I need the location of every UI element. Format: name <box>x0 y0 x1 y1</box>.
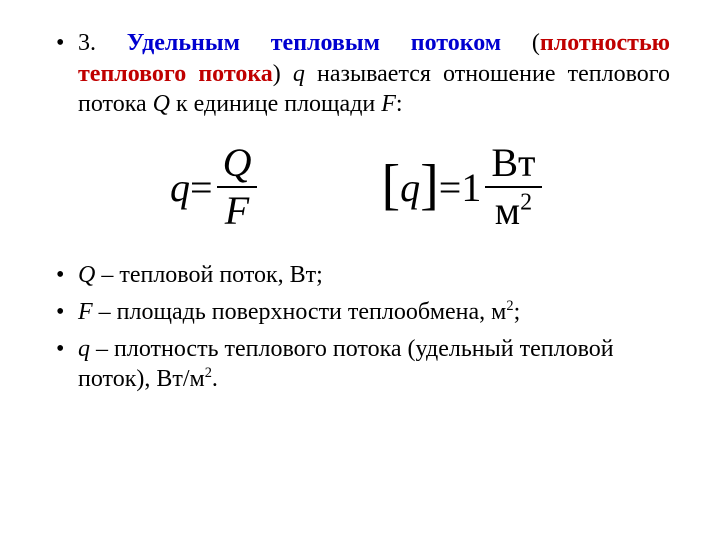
unit-num: Вт <box>485 142 541 184</box>
paren-close: ) <box>273 61 293 87</box>
formula-fraction: Q F <box>217 142 258 232</box>
bracket-open: [ <box>381 160 400 210</box>
def-q-var: q <box>78 336 90 362</box>
bullet-list-top: 3. Удельным тепловым потоком (плотностью… <box>50 28 670 120</box>
unit-fraction: Вт м2 <box>485 142 541 232</box>
def-Q-var: Q <box>78 262 95 288</box>
bullet-list-defs: Q – тепловой поток, Вт; F – площадь пове… <box>50 260 670 395</box>
formula-definition: q = Q F <box>170 142 261 232</box>
def-F-text-b: ; <box>514 299 521 325</box>
unit-eq: = <box>439 164 462 211</box>
formula-eq: = <box>190 164 213 211</box>
var-q: q <box>293 61 305 87</box>
formula-lhs: q <box>170 164 190 211</box>
unit-den: м2 <box>489 190 538 232</box>
text-tail: : <box>396 91 403 117</box>
def-q-exp: 2 <box>205 365 212 381</box>
def-F-text-a: – площадь поверхности теплообмена, м <box>93 299 507 325</box>
var-Q: Q <box>153 91 170 117</box>
slide: 3. Удельным тепловым потоком (плотностью… <box>0 0 720 540</box>
def-q-text-a: – плотность теплового потока (удельный т… <box>78 336 614 393</box>
term-blue: Удельным тепловым потоком <box>127 30 501 56</box>
formula-num: Q <box>217 142 258 184</box>
text-mid2: к единице площади <box>170 91 381 117</box>
bracket-close: ] <box>420 160 439 210</box>
def-q: q – плотность теплового потока (удельный… <box>50 334 670 395</box>
def-F: F – площадь поверхности теплообмена, м2; <box>50 297 670 328</box>
lead-number: 3. <box>78 30 127 56</box>
formula-row: q = Q F [ q ] = 1 Вт м2 <box>50 142 670 232</box>
unit-var: q <box>400 164 420 211</box>
def-Q: Q – тепловой поток, Вт; <box>50 260 670 291</box>
var-F: F <box>381 91 396 117</box>
unit-den-base: м <box>495 188 520 233</box>
def-F-exp: 2 <box>506 298 513 314</box>
def-F-var: F <box>78 299 93 325</box>
formula-units: [ q ] = 1 Вт м2 <box>381 142 545 232</box>
formula-den: F <box>219 190 255 232</box>
unit-den-exp: 2 <box>520 190 532 216</box>
definition-paragraph: 3. Удельным тепловым потоком (плотностью… <box>50 28 670 120</box>
def-q-text-b: . <box>212 366 218 392</box>
unit-one: 1 <box>461 164 481 211</box>
def-Q-text: – тепловой поток, Вт; <box>95 262 323 288</box>
paren-open: ( <box>501 30 540 56</box>
